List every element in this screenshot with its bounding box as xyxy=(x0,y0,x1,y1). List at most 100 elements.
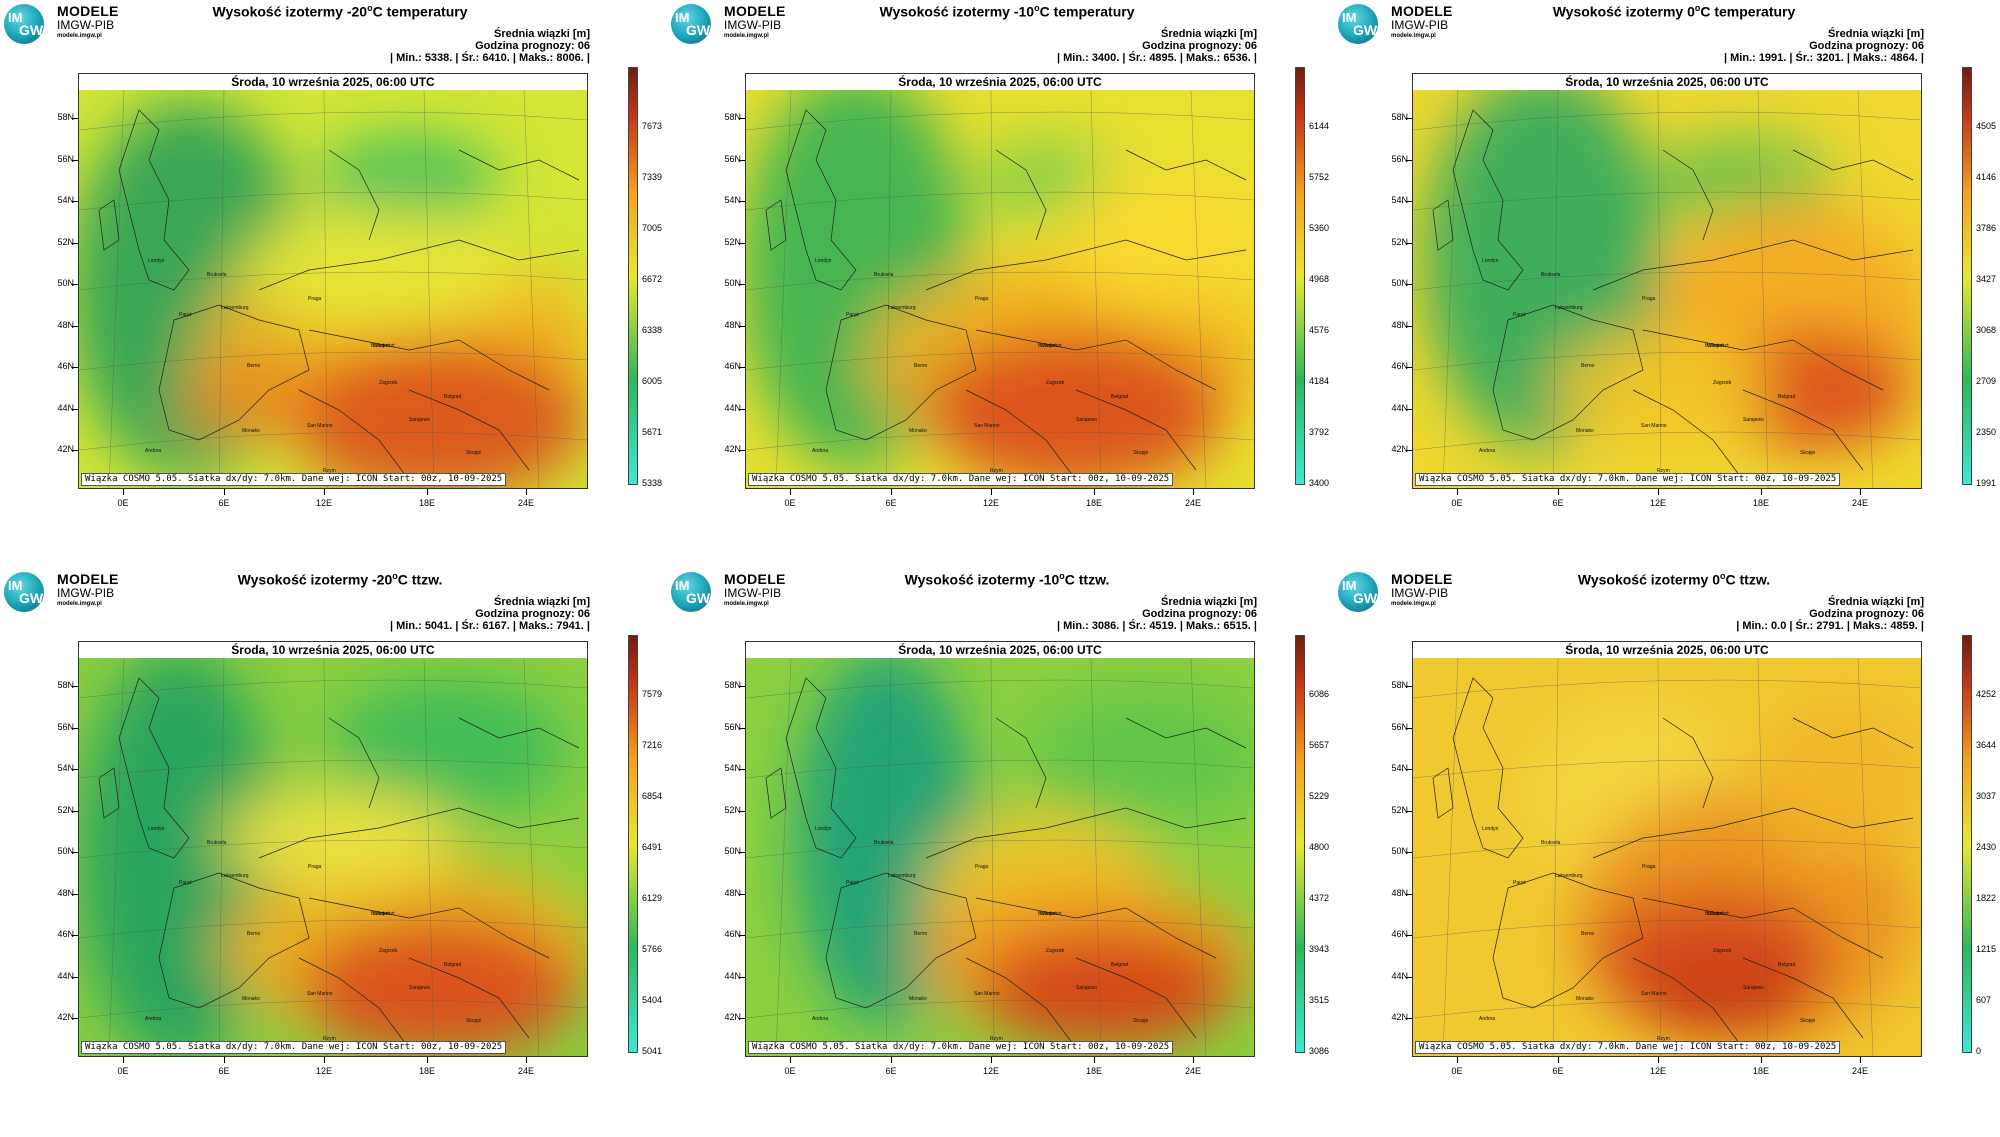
lat-tick xyxy=(72,728,78,729)
lat-tick-label: 46N xyxy=(57,361,74,371)
colorbar-label: 5404 xyxy=(642,995,663,1005)
city-label: Berno xyxy=(914,363,928,369)
city-label: Budapeszt xyxy=(1038,911,1062,917)
city-label: Luksemburg xyxy=(888,873,916,879)
colorbar-label: 6129 xyxy=(642,893,663,903)
city-label: Berno xyxy=(914,931,928,937)
lon-tick-label: 18E xyxy=(418,1066,435,1076)
city-label: Zagrzeb xyxy=(1046,380,1065,386)
lat-tick xyxy=(739,977,745,978)
lat-tick-label: 52N xyxy=(57,237,74,247)
city-label: Belgrad xyxy=(1111,962,1129,968)
logo-url: modele.imgw.pl xyxy=(57,33,102,39)
lat-tick xyxy=(739,852,745,853)
colorbar-label: 1822 xyxy=(1976,893,1997,903)
city-label: Luksemburg xyxy=(1555,873,1583,879)
lat-tick xyxy=(1406,894,1412,895)
city-label: Praga xyxy=(975,296,989,302)
map-frame: Środa, 10 września 2025, 06:00 UTC Londy… xyxy=(745,641,1255,1057)
forecast-hour: Godzina prognozy: 06 xyxy=(475,608,590,620)
lat-tick xyxy=(739,894,745,895)
lon-tick-label: 18E xyxy=(1085,498,1102,508)
lat-tick-label: 56N xyxy=(57,154,74,164)
model-footer: Wiązka COSMO 5.05. Siatka dx/dy: 7.0km. … xyxy=(748,1041,1174,1054)
logo-subtitle: IMGW-PIB xyxy=(57,18,115,32)
map-frame: Środa, 10 września 2025, 06:00 UTC Londy… xyxy=(745,73,1255,489)
lon-tick xyxy=(123,1057,124,1063)
lat-tick-label: 42N xyxy=(724,444,741,454)
city-label: Bruksela xyxy=(207,272,227,278)
city-label: Skopje xyxy=(1133,1018,1149,1024)
lat-tick xyxy=(1406,977,1412,978)
lat-tick-label: 54N xyxy=(1391,195,1408,205)
lat-tick xyxy=(739,811,745,812)
imgw-logo-icon: IM GW xyxy=(671,4,711,44)
lon-tick-label: 0E xyxy=(784,1066,796,1076)
lon-tick-label: 6E xyxy=(218,498,230,508)
info-label: Średnia wiązki [m] xyxy=(1828,596,1924,608)
colorbar-label: 5752 xyxy=(1309,172,1330,182)
lon-tick-label: 0E xyxy=(1451,1066,1463,1076)
lat-tick xyxy=(739,728,745,729)
colorbar-label: 3786 xyxy=(1976,223,1997,233)
city-label: Rzym xyxy=(1657,1036,1670,1042)
model-footer: Wiązka COSMO 5.05. Siatka dx/dy: 7.0km. … xyxy=(81,1041,507,1054)
lon-tick xyxy=(324,1057,325,1063)
city-label: Wiedeń xyxy=(1707,911,1724,917)
lat-tick xyxy=(1406,811,1412,812)
lat-tick-label: 58N xyxy=(57,112,74,122)
forecast-hour: Godzina prognozy: 06 xyxy=(1142,40,1257,52)
model-footer: Wiązka COSMO 5.05. Siatka dx/dy: 7.0km. … xyxy=(748,473,1174,486)
lat-tick xyxy=(739,450,745,451)
city-label: Praga xyxy=(308,296,322,302)
field-map xyxy=(1413,90,1921,488)
city-label: Praga xyxy=(308,864,322,870)
stats-line: | Min.: 5338. | Śr.: 6410. | Maks.: 8006… xyxy=(389,52,590,64)
city-label: Londyn xyxy=(148,258,165,264)
city-label: Belgrad xyxy=(1111,394,1129,400)
city-label: Sarajewo xyxy=(1076,985,1097,991)
city-label: Andora xyxy=(1479,1016,1496,1022)
city-label: Luksemburg xyxy=(221,873,249,879)
logo-url: modele.imgw.pl xyxy=(724,33,769,39)
stats-info: Średnia wiązki [m] Godzina prognozy: 06 … xyxy=(1724,28,1924,64)
stats-info: Średnia wiązki [m] Godzina prognozy: 06 … xyxy=(390,28,590,64)
lat-tick xyxy=(1406,409,1412,410)
lon-tick xyxy=(991,489,992,495)
colorbar-label: 4184 xyxy=(1309,376,1330,386)
lat-tick-label: 48N xyxy=(1391,888,1408,898)
city-label: Belgrad xyxy=(444,394,462,400)
imgw-logo-icon: IM GW xyxy=(1338,4,1378,44)
lat-tick-label: 58N xyxy=(1391,112,1408,122)
lat-tick-label: 56N xyxy=(724,722,741,732)
forecast-hour: Godzina prognozy: 06 xyxy=(1142,608,1257,620)
forecast-hour: Godzina prognozy: 06 xyxy=(1809,40,1924,52)
logo-text: MODELE IMGW-PIB modele.imgw.pl xyxy=(57,572,119,608)
lon-tick-label: 18E xyxy=(1752,1066,1769,1076)
lon-tick-label: 18E xyxy=(1752,498,1769,508)
lon-tick xyxy=(427,1057,428,1063)
lat-tick xyxy=(1406,1018,1412,1019)
colorbar-label: 3427 xyxy=(1976,274,1997,284)
colorbar-label: 7005 xyxy=(642,223,663,233)
lon-tick-label: 24E xyxy=(1184,498,1201,508)
info-label: Średnia wiązki [m] xyxy=(1161,596,1257,608)
lon-tick xyxy=(991,1057,992,1063)
lat-tick xyxy=(1406,686,1412,687)
lat-tick xyxy=(72,118,78,119)
lon-tick-label: 12E xyxy=(982,1066,999,1076)
map-area: Londyn Bruksela Paryż Luksemburg Praga Wiedeń… xyxy=(1413,90,1921,488)
lat-tick xyxy=(72,811,78,812)
lat-tick xyxy=(72,894,78,895)
lon-tick-label: 24E xyxy=(1851,498,1868,508)
city-label: Wiedeń xyxy=(1040,343,1057,349)
city-label: San Marino xyxy=(1641,991,1667,997)
city-label: Andora xyxy=(145,448,162,454)
lat-tick xyxy=(1406,201,1412,202)
map-date-header: Środa, 10 września 2025, 06:00 UTC xyxy=(79,74,587,91)
map-frame: Środa, 10 września 2025, 06:00 UTC Londy… xyxy=(78,641,588,1057)
city-label: Paryż xyxy=(846,880,859,886)
lon-tick xyxy=(526,1057,527,1063)
colorbar-label: 4252 xyxy=(1976,689,1997,699)
colorbar-label: 7673 xyxy=(642,121,663,131)
